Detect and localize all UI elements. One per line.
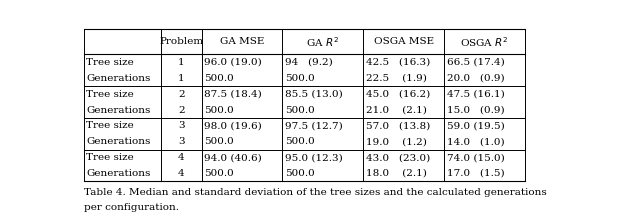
Text: 2: 2 [178,90,184,99]
Text: 14.0   (1.0): 14.0 (1.0) [447,137,504,146]
Text: 500.0: 500.0 [285,106,315,114]
Text: Tree size: Tree size [86,58,134,67]
Text: 94   (9.2): 94 (9.2) [285,58,333,67]
Text: 95.0 (12.3): 95.0 (12.3) [285,153,342,162]
Text: Generations: Generations [86,137,151,146]
Text: GA $R^2$: GA $R^2$ [307,35,339,49]
Text: 57.0   (13.8): 57.0 (13.8) [365,121,430,130]
Text: 43.0   (23.0): 43.0 (23.0) [365,153,430,162]
Text: 18.0    (2.1): 18.0 (2.1) [365,169,427,178]
Text: 500.0: 500.0 [204,106,234,114]
Text: 500.0: 500.0 [204,169,234,178]
Text: 96.0 (19.0): 96.0 (19.0) [204,58,262,67]
Text: 59.0 (19.5): 59.0 (19.5) [447,121,504,130]
Text: 3: 3 [178,137,184,146]
Text: 4: 4 [178,169,184,178]
Text: Tree size: Tree size [86,90,134,99]
Text: 500.0: 500.0 [204,137,234,146]
Text: 47.5 (16.1): 47.5 (16.1) [447,90,504,99]
Text: Generations: Generations [86,74,151,83]
Text: 20.0   (0.9): 20.0 (0.9) [447,74,504,83]
Text: 2: 2 [178,106,184,114]
Text: 1: 1 [178,74,184,83]
Text: 74.0 (15.0): 74.0 (15.0) [447,153,504,162]
Text: 500.0: 500.0 [285,169,315,178]
Text: GA MSE: GA MSE [220,37,264,46]
Text: 85.5 (13.0): 85.5 (13.0) [285,90,342,99]
Text: per configuration.: per configuration. [84,203,179,212]
Text: OSGA MSE: OSGA MSE [374,37,434,46]
Text: 17.0   (1.5): 17.0 (1.5) [447,169,504,178]
Text: OSGA $R^2$: OSGA $R^2$ [460,35,509,49]
Text: 87.5 (18.4): 87.5 (18.4) [204,90,262,99]
Text: 3: 3 [178,121,184,130]
Text: 500.0: 500.0 [285,74,315,83]
Text: Table 4. Median and standard deviation of the tree sizes and the calculated gene: Table 4. Median and standard deviation o… [84,188,547,197]
Text: Generations: Generations [86,106,151,114]
Text: Generations: Generations [86,169,151,178]
Text: 1: 1 [178,58,184,67]
Text: 66.5 (17.4): 66.5 (17.4) [447,58,504,67]
Text: 42.5   (16.3): 42.5 (16.3) [365,58,430,67]
Text: 4: 4 [178,153,184,162]
Text: Tree size: Tree size [86,121,134,130]
Text: 98.0 (19.6): 98.0 (19.6) [204,121,262,130]
Text: 97.5 (12.7): 97.5 (12.7) [285,121,342,130]
Text: 500.0: 500.0 [285,137,315,146]
Text: 21.0    (2.1): 21.0 (2.1) [365,106,427,114]
Text: 22.5    (1.9): 22.5 (1.9) [365,74,427,83]
Text: 15.0   (0.9): 15.0 (0.9) [447,106,504,114]
Text: 94.0 (40.6): 94.0 (40.6) [204,153,262,162]
Text: Tree size: Tree size [86,153,134,162]
Text: 45.0   (16.2): 45.0 (16.2) [365,90,430,99]
Text: 19.0    (1.2): 19.0 (1.2) [365,137,427,146]
Text: Problem: Problem [159,37,204,46]
Text: 500.0: 500.0 [204,74,234,83]
